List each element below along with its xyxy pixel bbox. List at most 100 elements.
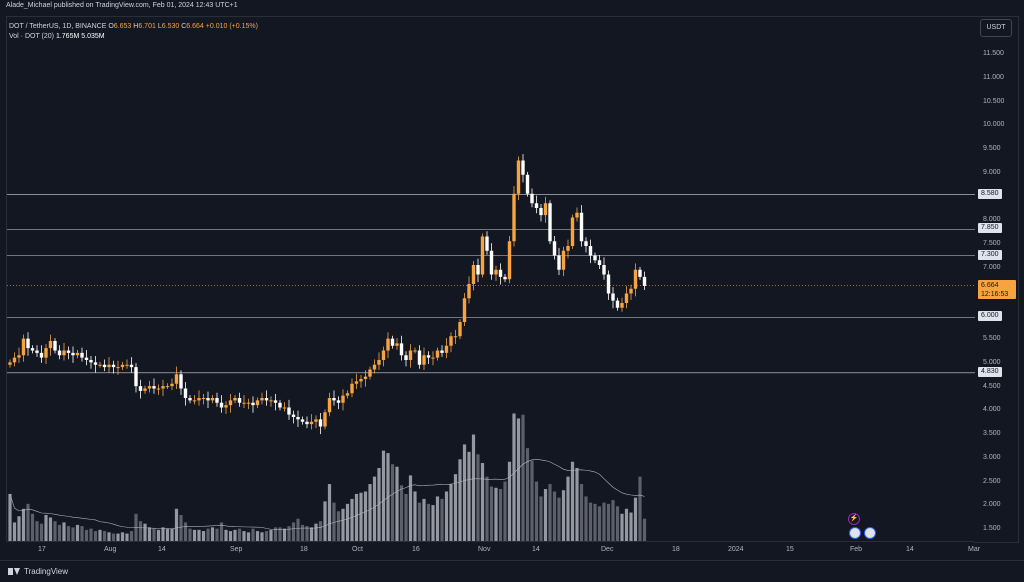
candle-body [125, 364, 129, 366]
volume-bar [498, 489, 503, 541]
currency-button[interactable]: USDT [980, 19, 1012, 37]
price-tick-label: 10.500 [983, 97, 1005, 105]
time-axis[interactable]: 17 Aug 14 Sep 18 Oct 16 Nov 14 Dec 18 2024 15 Feb 14 Ma… [6, 541, 980, 558]
candle-body [584, 241, 588, 246]
level-price-tag: 6.000 [978, 311, 1002, 322]
candle-body [183, 388, 188, 398]
candle-body [282, 407, 287, 409]
legend-volume-value: 1.765M [55, 33, 80, 40]
candle-body [489, 250, 494, 275]
candle-body [426, 355, 431, 358]
price-tick-label: 8.000 [983, 216, 1001, 224]
candle-body [309, 421, 314, 425]
candle-body [318, 419, 323, 427]
price-tick-label: 3.500 [983, 430, 1001, 437]
volume-bar [359, 492, 363, 541]
candle-body [165, 386, 170, 388]
price-chart[interactable] [7, 17, 975, 542]
candle-body [521, 160, 525, 175]
candle-body [624, 293, 629, 303]
volume-bar [84, 529, 89, 541]
volume-bar [624, 508, 629, 541]
candle-body [602, 265, 606, 275]
price-tick-label: 9.500 [983, 145, 1001, 152]
candle-body [390, 338, 395, 346]
tradingview-logo[interactable]: TradingView [8, 567, 68, 576]
price-tick-label: 1.500 [983, 525, 1001, 532]
candle-body [615, 300, 620, 308]
chart-pane[interactable] [6, 16, 976, 543]
volume-bar [354, 493, 359, 541]
volume-bar [152, 528, 156, 541]
candle-body [525, 174, 530, 194]
volume-bar [233, 529, 237, 541]
volume-bar [489, 486, 494, 541]
candle-body [89, 360, 93, 363]
candle-body [359, 379, 363, 382]
volume-bar [291, 522, 296, 541]
candle-body [147, 386, 152, 389]
volume-bar [116, 533, 120, 541]
volume-bar [485, 476, 489, 541]
volume-bar [332, 502, 336, 541]
volume-bar [494, 487, 498, 541]
candle-body [543, 203, 548, 216]
candle-body [233, 398, 237, 401]
lightning-icon[interactable]: ⚡ [848, 513, 860, 525]
time-tick-label: 18 [672, 546, 680, 553]
volume-bar [606, 503, 611, 541]
legend-high-label: H [133, 23, 139, 30]
candle-body [143, 388, 147, 391]
candle-body [363, 376, 368, 379]
legend-volume-ma: 5.035M [81, 33, 105, 40]
time-tick-label: Dec [601, 546, 614, 553]
candle-body [264, 398, 269, 401]
volume-bar [179, 515, 183, 541]
chart-legend: DOT / TetherUS, 1D, BINANCE O6.653 H6.70… [9, 22, 258, 42]
volume-bar [543, 489, 548, 541]
price-tick-label: 3.000 [983, 453, 1001, 461]
volume-bar [336, 511, 341, 541]
candle-body [179, 374, 183, 389]
candle-body [642, 276, 647, 286]
volume-bar [318, 521, 323, 541]
us-flag-icon[interactable] [849, 527, 861, 539]
candle-body [453, 336, 458, 338]
price-tick-label: 9.000 [983, 168, 1001, 176]
volume-bar [620, 513, 624, 541]
price-axis[interactable] [975, 16, 1019, 543]
volume-bar [557, 497, 561, 541]
volume-bar [278, 527, 282, 541]
candle-body [75, 352, 80, 356]
volume-bar [593, 503, 597, 541]
legend-volume-label: Vol · DOT (20) [9, 33, 54, 40]
volume-bar [512, 413, 516, 541]
candle-body [66, 350, 71, 353]
candle-body [516, 160, 521, 194]
volume-bar [584, 496, 588, 541]
volume-bar [471, 434, 476, 541]
candle-body [111, 364, 116, 368]
candle-body [422, 355, 426, 365]
volume-bar [219, 522, 224, 541]
volume-bar [408, 475, 413, 541]
time-tick-label: Aug [104, 546, 117, 553]
volume-bar [53, 521, 57, 541]
price-tick-label: 10.000 [983, 121, 1005, 129]
volume-bar [300, 524, 305, 541]
volume-bar [633, 497, 638, 541]
volume-bar [62, 522, 66, 541]
volume-bar [476, 454, 480, 541]
us-flag-icon[interactable] [864, 527, 876, 539]
candle-body [435, 350, 440, 358]
candle-body [539, 208, 543, 216]
volume-bar [440, 498, 444, 541]
candle-body [575, 212, 579, 218]
volume-bar [323, 501, 327, 541]
candle-body [503, 276, 507, 280]
candle-body [512, 193, 516, 242]
volume-bar [111, 533, 116, 541]
candle-body [480, 236, 485, 275]
volume-bar [548, 484, 552, 541]
volume-bar [417, 502, 422, 541]
